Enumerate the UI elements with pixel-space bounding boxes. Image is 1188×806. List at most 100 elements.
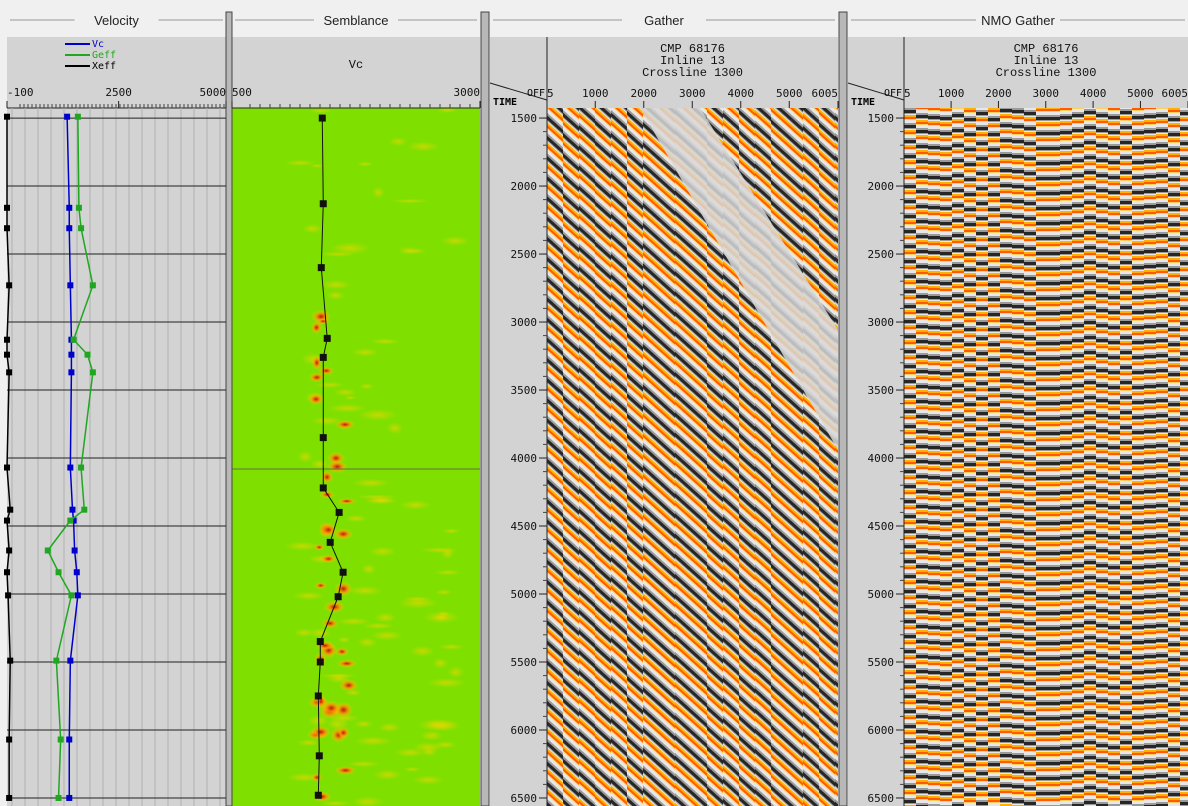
semblance-blob: [433, 658, 448, 669]
panel-title: Gather: [644, 13, 684, 28]
semblance-blob: [362, 564, 376, 574]
trace-block: [595, 103, 611, 806]
semblance-blob: [413, 776, 444, 785]
time-axis-label: TIME: [851, 97, 875, 108]
semblance-blob: [360, 383, 374, 389]
velocity-pick: [81, 507, 87, 513]
semblance-peak: [322, 701, 342, 715]
velocity-pick: [67, 658, 73, 664]
trace-block: [659, 102, 675, 806]
semblance-header: [232, 37, 480, 108]
trace-block: [627, 105, 643, 806]
x-tick-label: 1000: [938, 87, 965, 100]
trace-block: [940, 103, 952, 806]
x-tick-label: 6005: [812, 87, 839, 100]
semblance-blob: [337, 618, 369, 625]
x-tick-label: -100: [7, 86, 34, 99]
panel-title: NMO Gather: [981, 13, 1055, 28]
trace-block: [787, 105, 803, 806]
semblance-blob: [355, 736, 391, 745]
semblance-blob: [404, 767, 421, 772]
semblance-blob: [358, 637, 377, 647]
velocity-pick: [78, 225, 84, 231]
semblance-peak: [308, 393, 324, 405]
splitter[interactable]: [839, 12, 847, 806]
trace-block: [1180, 98, 1188, 806]
x-tick-label: 5000: [1127, 87, 1154, 100]
gather-header-line: Crossline 1300: [642, 66, 743, 80]
y-tick-label: 5000: [511, 588, 538, 601]
semblance-pick: [324, 335, 331, 342]
trace-block: [675, 101, 691, 806]
semblance-blob: [428, 678, 465, 687]
trace-block: [1156, 100, 1168, 806]
trace-block: [1120, 97, 1132, 806]
legend-label: Geff: [92, 50, 116, 61]
splitter[interactable]: [481, 12, 489, 806]
velocity-pick: [56, 569, 62, 575]
semblance-peak: [322, 618, 339, 628]
velocity-pick: [66, 205, 72, 211]
x-tick-label: 2500: [105, 86, 132, 99]
trace-block: [579, 102, 595, 806]
offset-axis-label: OFF: [884, 88, 902, 99]
semblance-blob: [298, 451, 313, 462]
trace-block: [1084, 97, 1096, 806]
semblance-blob: [303, 224, 323, 233]
semblance-blob: [327, 291, 345, 300]
x-tick-label: 5: [547, 87, 554, 100]
velocity-pick: [4, 518, 10, 524]
semblance-blob: [439, 644, 464, 649]
semblance-peak: [335, 420, 355, 429]
semblance-blob: [293, 592, 324, 600]
velocity-pick: [78, 465, 84, 471]
semblance-blob: [371, 631, 402, 640]
velocity-pick: [71, 337, 77, 343]
trace-block: [1024, 98, 1036, 806]
semblance-blob: [370, 339, 399, 345]
velocity-pick: [58, 737, 64, 743]
semblance-blob: [413, 742, 443, 752]
y-tick-label: 5500: [868, 656, 895, 669]
semblance-peak: [337, 498, 357, 504]
y-tick-label: 6500: [868, 792, 895, 805]
y-tick-label: 3500: [868, 384, 895, 397]
velocity-pick: [67, 465, 73, 471]
semblance-blob: [373, 770, 401, 780]
semblance-blob: [441, 236, 469, 245]
semblance-blob: [378, 723, 400, 732]
y-tick-label: 4500: [511, 520, 538, 533]
velocity-pick: [6, 282, 12, 288]
x-tick-label: 3000: [1033, 87, 1060, 100]
velocity-pick: [68, 352, 74, 358]
semblance-blob: [357, 495, 397, 500]
velocity-pick: [66, 795, 72, 801]
velocity-pick: [66, 225, 72, 231]
semblance-pick: [335, 593, 342, 600]
trace-block: [1036, 103, 1048, 806]
semblance-pick: [327, 539, 334, 546]
velocity-pick: [72, 547, 78, 553]
semblance-blob: [399, 247, 418, 255]
semblance-blob: [387, 422, 403, 433]
y-tick-label: 2000: [868, 180, 895, 193]
nmo-texture: [904, 95, 1188, 806]
velocity-pick: [56, 795, 62, 801]
velocity-pick: [4, 114, 10, 120]
semblance-blob: [443, 529, 460, 534]
semblance-blob: [359, 409, 398, 421]
velocity-pick: [7, 507, 13, 513]
semblance-peak: [311, 726, 331, 739]
trace-block: [976, 98, 988, 806]
semblance-blob: [400, 500, 431, 509]
trace-block: [563, 104, 579, 806]
trace-block: [1108, 102, 1120, 806]
velocity-pick: [64, 114, 70, 120]
splitter[interactable]: [226, 12, 232, 806]
velocity-pick: [68, 592, 74, 598]
semblance-blob: [321, 252, 355, 257]
semblance-blob: [421, 547, 459, 553]
semblance-peak: [337, 727, 349, 739]
legend-label: Xeff: [92, 61, 116, 72]
semblance-peak: [320, 555, 336, 563]
